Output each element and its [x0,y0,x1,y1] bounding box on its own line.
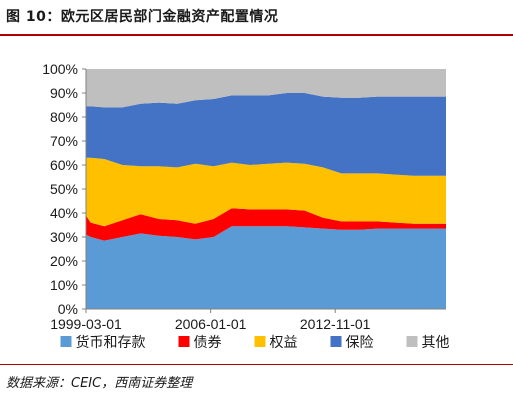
x-tick-label: 1999-03-01 [50,316,122,332]
y-tick-label: 100% [42,61,78,77]
legend: 货币和存款 债券 权益 保险 其他 [60,334,450,350]
title-rule [0,34,513,36]
legend-label: 保险 [346,334,374,350]
y-tick-label: 20% [50,253,78,269]
area-series-2 [86,208,446,241]
source-rule [0,364,513,365]
source-note: 数据来源：CEIC，西南证券整理 [6,376,193,391]
y-tick-label: 60% [50,157,78,173]
x-tick-label: 2006-01-01 [175,316,247,332]
legend-swatch [330,336,342,347]
stacked-area-chart: 0% 10% 20% 30% 40% 50% 60% 70% 80% 90% 100% 1999-0… [42,61,450,350]
y-tick-label: 90% [50,85,78,101]
legend-swatch [254,336,266,347]
area-series-5 [86,69,446,108]
y-tick-label: 0% [58,301,78,317]
legend-label: 货币和存款 [76,334,146,350]
y-tick-label: 70% [50,133,78,149]
y-tick-label: 40% [50,205,78,221]
area-series-3 [86,157,446,227]
legend-label: 权益 [270,334,298,350]
y-tick-label: 30% [50,229,78,245]
y-tick-label: 10% [50,277,78,293]
figure-title: 图 10：欧元区居民部门金融资产配置情况 [6,9,279,25]
y-tick-label: 50% [50,181,78,197]
area-series-1 [86,226,446,309]
x-tick-label: 2012-11-01 [300,316,371,332]
legend-label: 债券 [194,334,222,350]
y-tick-label: 80% [50,109,78,125]
legend-swatch [60,336,72,347]
legend-label: 其他 [422,334,450,350]
legend-swatch [178,336,190,347]
plot-areas [86,69,446,309]
area-series-4 [86,93,446,176]
legend-swatch [406,336,418,347]
x-axis-ticks: 1999-03-01 2006-01-01 2012-11-01 [50,309,371,332]
y-axis-ticks: 0% 10% 20% 30% 40% 50% 60% 70% 80% 90% 100% [42,61,86,317]
